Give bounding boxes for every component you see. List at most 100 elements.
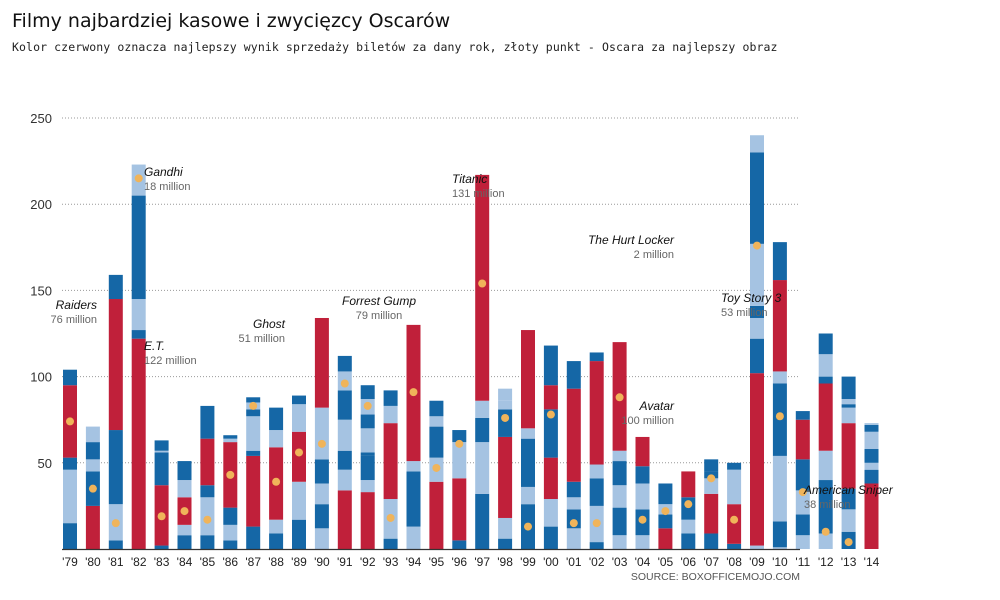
bar-segment xyxy=(658,483,673,505)
annotation-title: American Sniper xyxy=(803,483,894,497)
annotation: American Sniper 38 million xyxy=(803,483,894,511)
bar-segment xyxy=(750,545,764,549)
x-tick-label: '04 xyxy=(635,555,651,569)
bar-segment xyxy=(337,355,352,372)
bar-segment xyxy=(521,330,535,429)
x-tick-label: '03 xyxy=(612,555,628,569)
bar-segment xyxy=(383,538,398,549)
bar-segment xyxy=(635,436,650,467)
bar-segment xyxy=(360,385,375,400)
oscar-dot xyxy=(249,401,258,410)
bar-segment xyxy=(429,416,444,427)
annotation-title: Raiders xyxy=(56,298,97,312)
bar-segment xyxy=(131,330,146,339)
bar-'95 xyxy=(429,400,444,549)
bar-segment xyxy=(63,369,77,386)
bar-'90 xyxy=(314,317,329,549)
bar-'11 xyxy=(795,411,810,549)
bar-'96 xyxy=(452,430,467,549)
x-tick-label: '10 xyxy=(772,555,788,569)
bar-'82 xyxy=(131,164,146,549)
bar-segment xyxy=(452,430,467,443)
bar-segment xyxy=(864,424,879,432)
y-tick-label: 200 xyxy=(30,197,52,212)
annotation-value: 18 million xyxy=(144,181,190,193)
bar-segment xyxy=(795,514,810,536)
bar-segment xyxy=(406,526,421,549)
bar-segment xyxy=(475,493,490,549)
oscar-dot xyxy=(638,515,647,524)
bar-segment xyxy=(704,478,719,494)
oscar-dot xyxy=(111,519,120,528)
bar-'02 xyxy=(589,352,604,549)
bar-'99 xyxy=(521,330,535,549)
bar-segment xyxy=(841,399,856,405)
bar-segment xyxy=(223,438,238,443)
annotation-title: Ghost xyxy=(253,317,286,331)
oscar-dot xyxy=(478,279,487,288)
bar-segment xyxy=(429,426,444,458)
bar-'93 xyxy=(383,390,398,549)
y-tick-label: 150 xyxy=(30,283,52,298)
bar-segment xyxy=(475,417,490,443)
bar-segment xyxy=(360,480,375,493)
bar-segment xyxy=(818,383,833,451)
annotation: Gandhi 18 million xyxy=(144,165,190,193)
bar-segment xyxy=(223,435,238,439)
bar-segment xyxy=(337,419,352,451)
bar-segment xyxy=(360,455,375,481)
annotation: Ghost 51 million xyxy=(239,317,286,345)
bar-'85 xyxy=(200,405,215,549)
oscar-dot xyxy=(546,410,555,419)
bar-segment xyxy=(314,483,329,505)
annotation: Titanic 131 million xyxy=(452,172,505,200)
x-tick-label: '97 xyxy=(474,555,490,569)
annotation-value: 2 million xyxy=(634,249,674,261)
bar-segment xyxy=(566,528,581,549)
bar-segment xyxy=(772,242,787,281)
bar-segment xyxy=(750,305,764,318)
bar-segment xyxy=(246,450,261,456)
bar-'94 xyxy=(406,324,421,549)
bar-segment xyxy=(864,483,879,549)
bar-segment xyxy=(841,407,856,424)
bar-segment xyxy=(200,535,215,549)
bar-segment xyxy=(818,450,833,481)
bar-segment xyxy=(223,507,238,525)
bar-segment xyxy=(246,526,261,549)
bar-segment xyxy=(429,400,444,417)
bar-segment xyxy=(635,466,650,484)
bar-'06 xyxy=(681,471,696,549)
x-tick-label: '96 xyxy=(451,555,467,569)
oscar-dot xyxy=(707,474,716,483)
bar-segment xyxy=(383,390,398,406)
bar-segment xyxy=(612,450,627,462)
bar-segment xyxy=(795,419,810,460)
bar-segment xyxy=(612,507,627,536)
bar-segment xyxy=(818,333,833,355)
bar-segment xyxy=(200,485,215,498)
bar-segment xyxy=(269,519,284,534)
bar-'07 xyxy=(704,459,719,549)
bar-segment xyxy=(795,459,810,491)
bar-'97 xyxy=(475,174,490,549)
x-tick-label: '79 xyxy=(62,555,78,569)
bar-segment xyxy=(864,469,879,484)
annotation: Raiders 76 million xyxy=(51,298,97,326)
x-tick-label: '88 xyxy=(268,555,284,569)
annotation-value: 131 million xyxy=(452,188,505,200)
bar-'12 xyxy=(818,333,833,549)
bar-segment xyxy=(841,488,856,510)
bar-segment xyxy=(841,423,856,489)
bar-segment xyxy=(269,533,284,549)
bar-segment xyxy=(498,517,513,539)
x-tick-label: '02 xyxy=(589,555,605,569)
annotation-value: 38 million xyxy=(804,499,850,511)
bar-segment xyxy=(200,405,215,439)
oscar-dot xyxy=(134,174,143,183)
bar-segment xyxy=(750,317,764,339)
bar-segment xyxy=(452,540,467,549)
x-tick-label: '08 xyxy=(726,555,742,569)
oscar-dot xyxy=(730,515,739,524)
